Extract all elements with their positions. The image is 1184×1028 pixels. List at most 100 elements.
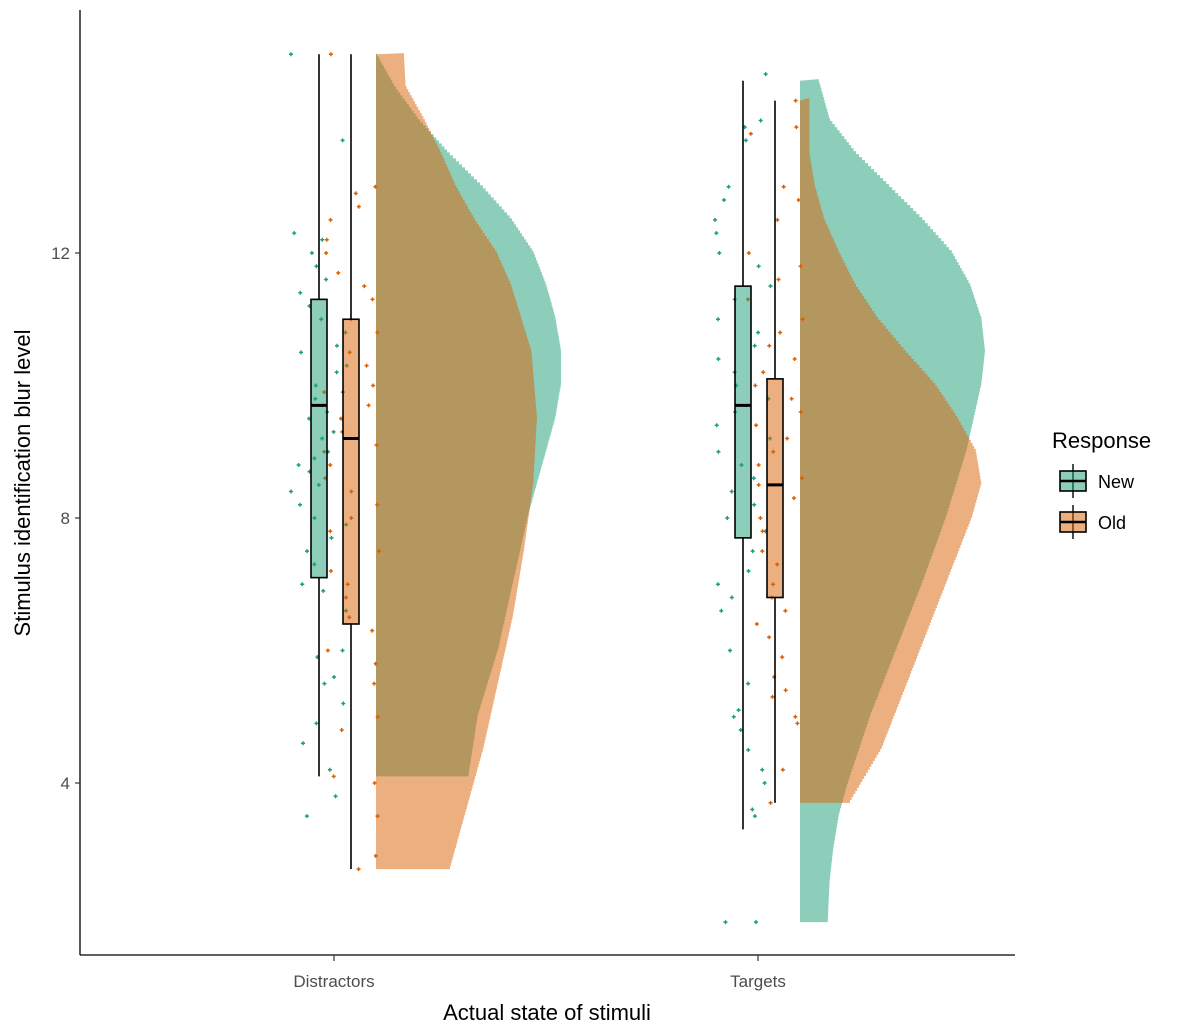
data-point-new	[725, 516, 730, 520]
data-point-new	[713, 217, 718, 222]
data-point-new	[301, 741, 306, 746]
data-point-new	[758, 118, 763, 123]
data-point-old	[373, 184, 378, 189]
data-point-new	[289, 52, 293, 57]
data-point-new	[723, 920, 728, 925]
x-tick-label: Distractors	[293, 972, 374, 991]
data-point-old	[376, 549, 381, 554]
data-point-new	[726, 184, 731, 189]
x-axis-ticks: Distractors Targets	[293, 955, 786, 991]
data-point-old	[760, 529, 765, 534]
data-point-new	[760, 767, 765, 772]
data-point-new	[743, 138, 748, 143]
legend: Response New Old	[1052, 428, 1151, 541]
boxplot-distractors-new	[310, 54, 328, 777]
data-point-old	[761, 370, 766, 375]
x-axis-title: Actual state of stimuli	[443, 1000, 651, 1025]
data-point-new	[289, 489, 294, 494]
data-point-new	[746, 569, 751, 573]
boxplot-distractors-old	[342, 54, 360, 870]
data-point-new	[750, 807, 755, 812]
data-point-new	[756, 264, 761, 269]
data-point-old	[783, 608, 788, 613]
data-point-new	[292, 231, 297, 236]
data-point-new	[752, 502, 757, 507]
data-point-old	[796, 198, 801, 202]
data-point-old	[325, 648, 330, 653]
data-point-new	[340, 648, 345, 653]
data-point-old	[794, 125, 799, 130]
data-point-new	[314, 264, 319, 269]
data-point-old	[780, 655, 785, 660]
data-point-old	[339, 728, 344, 732]
data-point-new	[752, 343, 757, 348]
boxplot-targets-old	[766, 100, 784, 803]
data-point-old	[770, 694, 775, 699]
data-point-old	[331, 774, 336, 779]
legend-item-new: New	[1054, 462, 1135, 500]
data-point-old	[372, 781, 377, 785]
data-point-new	[334, 370, 339, 375]
data-point-new	[334, 343, 339, 348]
density-clouds	[376, 53, 985, 923]
data-point-old	[754, 622, 759, 626]
data-point-old	[781, 184, 786, 189]
data-point-new	[314, 721, 319, 726]
data-point-old	[800, 317, 805, 322]
data-point-old	[356, 204, 361, 209]
data-point-old	[371, 383, 376, 388]
data-point-old	[353, 191, 358, 196]
data-point-old	[792, 357, 797, 361]
data-point-new	[324, 277, 329, 282]
data-point-new	[341, 701, 346, 706]
iqr-box	[766, 378, 784, 599]
data-point-new	[738, 728, 743, 732]
data-point-new	[329, 535, 334, 540]
data-point-old	[328, 463, 333, 467]
data-point-old	[328, 569, 333, 573]
data-point-new	[752, 814, 757, 819]
data-point-new	[762, 781, 767, 785]
data-point-new	[304, 814, 309, 819]
data-point-old	[328, 217, 333, 222]
plot-area	[289, 52, 985, 925]
data-point-old	[328, 529, 333, 534]
data-point-old	[753, 383, 758, 388]
data-point-old	[746, 251, 751, 255]
data-point-old	[370, 297, 375, 302]
data-point-new	[746, 681, 751, 686]
data-point-old	[362, 284, 367, 289]
legend-keys: New Old	[1054, 462, 1135, 541]
data-point-old	[324, 237, 329, 242]
legend-title: Response	[1052, 428, 1151, 453]
data-point-old	[778, 330, 783, 335]
data-point-old	[756, 463, 761, 467]
data-point-new	[717, 251, 722, 255]
data-point-old	[372, 681, 377, 686]
jitter-points	[289, 52, 805, 925]
data-point-new	[300, 582, 305, 587]
data-point-old	[375, 330, 380, 335]
boxplots	[310, 54, 784, 870]
data-point-old	[795, 721, 800, 726]
data-point-new	[332, 675, 337, 679]
data-point-new	[750, 549, 755, 554]
data-point-old	[767, 343, 772, 348]
data-point-old	[780, 767, 785, 772]
data-point-old	[373, 661, 378, 666]
iqr-box	[734, 285, 752, 539]
data-point-old	[336, 270, 341, 275]
data-point-new	[298, 290, 303, 295]
data-point-old	[366, 403, 371, 408]
legend-label: Old	[1098, 513, 1126, 533]
data-point-old	[760, 549, 765, 554]
data-point-old	[767, 635, 772, 640]
data-point-new	[768, 284, 773, 289]
data-point-old	[791, 496, 796, 501]
data-point-old	[374, 443, 379, 448]
density-distractors-old	[376, 53, 537, 870]
data-point-old	[758, 516, 763, 520]
data-point-new	[763, 72, 768, 77]
data-point-old	[370, 628, 375, 633]
